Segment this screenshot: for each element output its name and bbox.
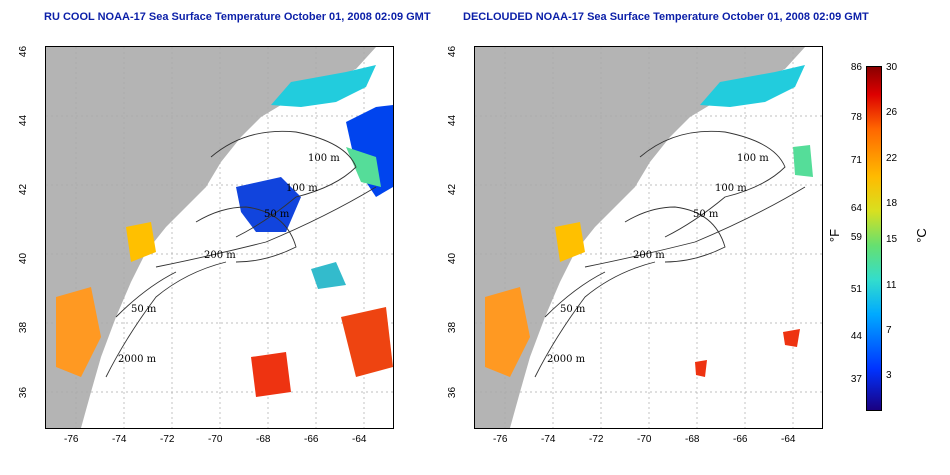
sst-patch-yellow <box>555 222 585 262</box>
colorbar-f-tick: 59 <box>850 232 862 243</box>
lon-tick: -64 <box>352 434 367 445</box>
contour-label: 100 m <box>308 153 340 164</box>
colorbar-c-tick: 3 <box>886 370 892 381</box>
sst-patch-teal <box>311 262 346 289</box>
sst-map-left: 100 m 100 m 50 m 200 m 50 m 2000 m <box>45 46 394 429</box>
contour-label: 100 m <box>286 183 318 194</box>
lon-tick: -66 <box>304 434 319 445</box>
lat-tick: 38 <box>18 321 30 334</box>
colorbar-c-tick: 15 <box>886 234 898 245</box>
sst-patch-cyan <box>700 65 805 107</box>
lat-tick: 44 <box>447 114 459 127</box>
graticule <box>475 47 822 428</box>
lat-tick: 44 <box>18 114 30 127</box>
lon-tick: -76 <box>493 434 508 445</box>
lon-tick: -68 <box>685 434 700 445</box>
lat-tick: 40 <box>18 252 30 265</box>
colorbar-f-tick: 86 <box>850 62 862 73</box>
sst-map-left-svg: 100 m 100 m 50 m 200 m 50 m 2000 m <box>46 47 393 428</box>
colorbar-c-tick: 22 <box>886 153 898 164</box>
sst-patch-cyan <box>271 65 376 107</box>
contour-label: 100 m <box>737 153 769 164</box>
lon-tick: -70 <box>208 434 223 445</box>
lat-tick: 36 <box>18 386 30 399</box>
colorbar-f-tick: 71 <box>850 155 862 166</box>
colorbar-f-tick: 78 <box>850 112 862 123</box>
sst-patch-green <box>793 145 813 177</box>
contour-label: 50 m <box>560 304 586 315</box>
lon-tick: -72 <box>589 434 604 445</box>
colorbar-f-tick: 64 <box>850 203 862 214</box>
lat-tick: 46 <box>18 45 30 58</box>
sst-patch-green <box>346 147 381 187</box>
colorbar-fahrenheit-label: °F <box>827 228 843 243</box>
sst-patch-orange <box>56 287 101 377</box>
contour-label: 100 m <box>715 183 747 194</box>
sst-patch-red-2 <box>251 352 291 397</box>
lon-tick: -66 <box>733 434 748 445</box>
sst-map-right-svg: 100 m 100 m 50 m 200 m 50 m 2000 m <box>475 47 822 428</box>
lat-tick: 38 <box>447 321 459 334</box>
contour-label: 200 m <box>633 250 665 261</box>
lat-tick: 46 <box>447 45 459 58</box>
colorbar-c-tick: 7 <box>886 325 892 336</box>
lat-tick: 42 <box>447 183 459 196</box>
lon-tick: -76 <box>64 434 79 445</box>
lon-tick: -70 <box>637 434 652 445</box>
graticule <box>46 47 393 428</box>
lon-tick: -68 <box>256 434 271 445</box>
lon-tick: -72 <box>160 434 175 445</box>
lat-tick: 36 <box>447 386 459 399</box>
panel-right-title: DECLOUDED NOAA-17 Sea Surface Temperatur… <box>463 11 869 23</box>
bathymetry-contours <box>534 130 806 378</box>
sst-patch-blue <box>346 105 393 197</box>
sst-patch-red-2 <box>695 360 707 377</box>
lat-tick: 42 <box>18 183 30 196</box>
sst-map-right: 100 m 100 m 50 m 200 m 50 m 2000 m <box>474 46 823 429</box>
bathymetry-contours <box>105 130 377 378</box>
colorbar-c-tick: 30 <box>886 62 898 73</box>
colorbar-c-tick: 18 <box>886 198 898 209</box>
panel-left-title: RU COOL NOAA-17 Sea Surface Temperature … <box>44 11 431 23</box>
lon-tick: -74 <box>541 434 556 445</box>
colorbar-f-tick: 37 <box>850 374 862 385</box>
colorbar-f-tick: 51 <box>850 284 862 295</box>
contour-label: 50 m <box>693 209 719 220</box>
contour-label: 2000 m <box>547 354 586 365</box>
lon-tick: -64 <box>781 434 796 445</box>
land <box>475 47 805 428</box>
colorbar <box>866 66 882 411</box>
contour-label: 50 m <box>131 304 157 315</box>
sst-patch-red-1 <box>783 329 800 347</box>
sst-patch-blue-2 <box>236 177 301 232</box>
colorbar-c-tick: 26 <box>886 107 898 118</box>
sst-patch-orange <box>485 287 530 377</box>
lon-tick: -74 <box>112 434 127 445</box>
sst-patch-yellow <box>126 222 156 262</box>
colorbar-f-tick: 44 <box>850 331 862 342</box>
lat-tick: 40 <box>447 252 459 265</box>
contour-label: 200 m <box>204 250 236 261</box>
land <box>46 47 376 428</box>
colorbar-c-tick: 11 <box>886 280 897 291</box>
contour-label: 2000 m <box>118 354 157 365</box>
contour-label: 50 m <box>264 209 290 220</box>
colorbar-celsius-label: °C <box>913 228 929 243</box>
sst-patch-red-1 <box>341 307 393 377</box>
